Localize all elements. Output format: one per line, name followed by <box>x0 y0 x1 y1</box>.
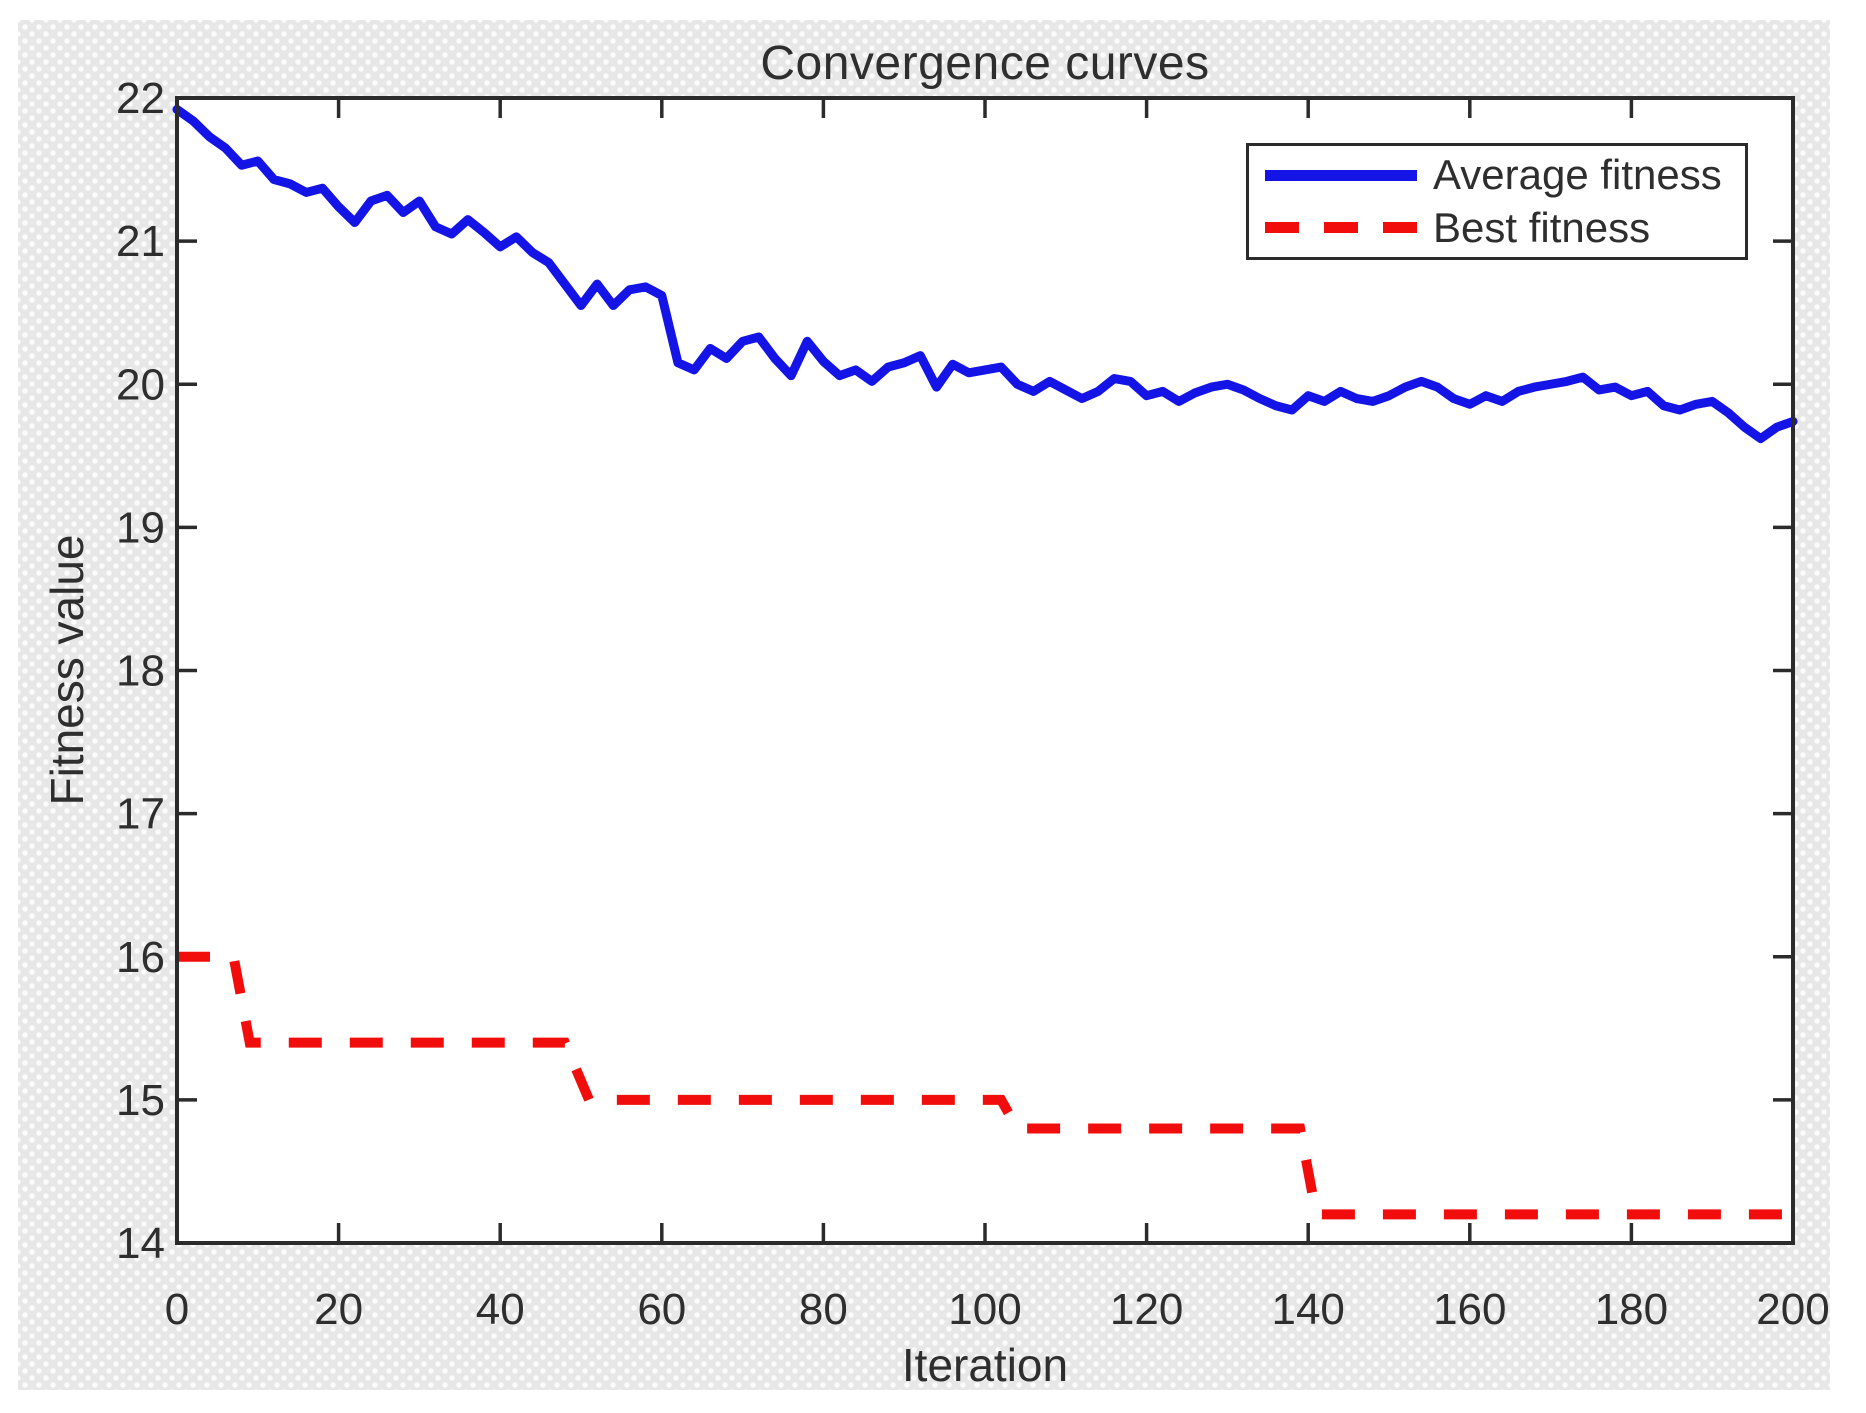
x-tick-label: 120 <box>1110 1285 1183 1334</box>
x-tick-label: 80 <box>799 1285 848 1334</box>
legend-label-average-fitness: Average fitness <box>1433 151 1722 199</box>
x-tick-label: 160 <box>1433 1285 1506 1334</box>
legend-label-best-fitness: Best fitness <box>1433 203 1651 251</box>
y-axis-label: Fitness value <box>41 534 93 806</box>
y-tick-label: 21 <box>116 217 165 266</box>
y-tick-label: 22 <box>116 74 165 123</box>
x-tick-label: 60 <box>637 1285 686 1334</box>
axes-box <box>175 96 1795 1245</box>
average-fitness-line <box>172 104 1798 444</box>
x-axis-label: Iteration <box>901 1339 1069 1391</box>
y-tick-label: 20 <box>116 360 165 409</box>
x-tick-label: 0 <box>165 1285 189 1334</box>
x-tick-label: 180 <box>1595 1285 1668 1334</box>
best-fitness-line <box>177 951 1793 1220</box>
x-tick-label: 20 <box>314 1285 363 1334</box>
legend-item-average-fitness: Average fitness <box>1265 152 1745 198</box>
x-tick-label: 200 <box>1756 1285 1829 1334</box>
y-tick-label: 14 <box>116 1219 165 1268</box>
y-tick-label: 18 <box>116 647 165 696</box>
x-tick-label: 140 <box>1271 1285 1344 1334</box>
average-fitness-line-swatch <box>1265 169 1417 181</box>
x-tick-label: 100 <box>948 1285 1021 1334</box>
y-tick-label: 15 <box>116 1076 165 1125</box>
legend: Average fitness Best fitness <box>1246 143 1748 260</box>
chart-title: Convergence curves <box>760 37 1210 90</box>
best-fitness-line-swatch <box>1265 222 1417 234</box>
y-tick-label: 17 <box>116 790 165 839</box>
x-tick-label: 40 <box>476 1285 525 1334</box>
y-tick-label: 19 <box>116 503 165 552</box>
legend-item-best-fitness: Best fitness <box>1265 205 1745 251</box>
y-tick-label: 16 <box>116 933 165 982</box>
plot-background <box>177 98 1793 1243</box>
